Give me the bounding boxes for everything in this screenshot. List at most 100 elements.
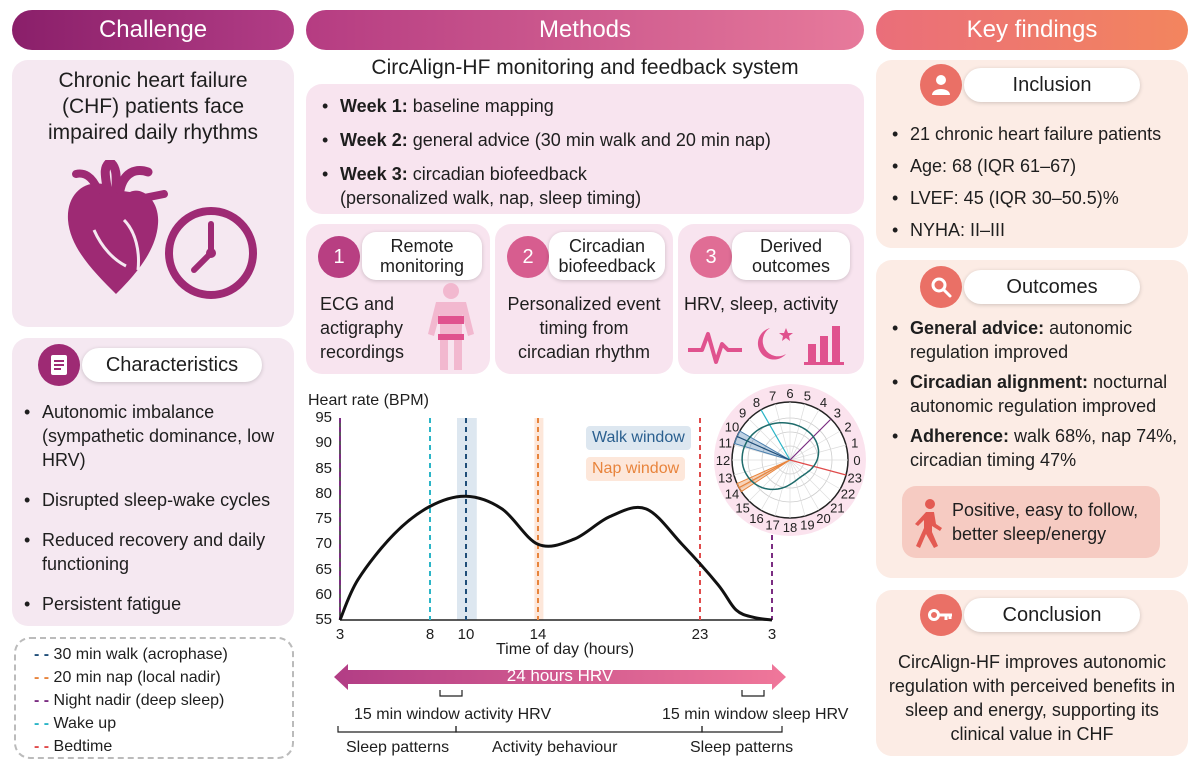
clock-hour-label: 21	[830, 500, 844, 515]
clock-spoke	[774, 403, 791, 461]
clock-hour-label: 23	[847, 470, 861, 485]
hrv-brackets	[337, 690, 783, 733]
heart-icon	[67, 160, 168, 294]
y-tick-label: 70	[315, 535, 332, 553]
legend-item: - - Night nadir (deep sleep)	[34, 689, 292, 712]
clock-event-ray	[760, 409, 791, 461]
list-item: LVEF: 45 (IQR 30–50.5)%	[892, 186, 1182, 210]
conclusion-title: Conclusion	[964, 598, 1140, 632]
outcome-item: Adherence: walk 68%, nap 74%, circadian …	[892, 424, 1184, 472]
clock-spoke	[789, 459, 832, 502]
step-title: Circadian biofeedback	[549, 232, 665, 280]
clock-spoke	[789, 409, 820, 461]
y-tick-label: 75	[315, 510, 332, 527]
legend-item: - - 20 min nap (local nadir)	[34, 666, 292, 689]
clock-event-ray	[789, 459, 847, 476]
week-label: Week 2:	[340, 130, 408, 150]
sleep-patterns-label-2: Sleep patterns	[690, 739, 794, 756]
y-tick-label: 55	[315, 611, 332, 628]
y-tick-label: 90	[315, 434, 332, 452]
x-axis-label: Time of day (hours)	[496, 641, 635, 658]
characteristics-title: Characteristics	[82, 348, 262, 382]
clock-hour-label: 16	[749, 511, 763, 526]
clock-spoke	[789, 459, 841, 490]
y-axis-label: Heart rate (BPM)	[308, 392, 429, 409]
clock-hour-label: 19	[800, 518, 814, 533]
outcome-label: Adherence:	[910, 426, 1010, 446]
challenge-panel: Chronic heart failure (CHF) patients fac…	[12, 60, 294, 327]
weeks-list: Week 1: baseline mapping Week 2: general…	[322, 94, 852, 210]
chart-legend: - - 30 min walk (acrophase) - - 20 min n…	[14, 637, 294, 759]
clock-hour-label: 15	[735, 500, 749, 515]
y-tick-label: 85	[315, 459, 332, 477]
bar-chart-icon	[804, 326, 844, 365]
clock-hour-label: 11	[719, 436, 733, 451]
conclusion-title-label: Conclusion	[1002, 603, 1102, 626]
heartbeat-icon	[688, 332, 742, 364]
clock-spoke	[760, 459, 791, 511]
outcomes-title-label: Outcomes	[1006, 275, 1098, 298]
inclusion-panel: Inclusion 21 chronic heart failure patie…	[876, 60, 1188, 248]
list-item: Age: 68 (IQR 61–67)	[892, 154, 1182, 178]
outcome-text: autonomic regulation improved	[910, 318, 1133, 362]
walking-icon	[915, 499, 942, 548]
inclusion-title-label: Inclusion	[1012, 73, 1092, 96]
step-title: Derived outcomes	[732, 232, 850, 280]
y-tick-label: 60	[315, 585, 332, 603]
step-card-3: 3 Derived outcomes HRV, sleep, activity	[678, 224, 864, 374]
y-tick-label: 65	[315, 560, 332, 578]
clock-hour-label: 5	[804, 388, 811, 403]
x-tick-label: 3	[335, 626, 345, 643]
step-desc: ECG and actigraphy recordings	[320, 294, 405, 362]
characteristics-list: Autonomic imbalance (sympathetic dominan…	[24, 400, 286, 616]
legend-dash: - -	[34, 738, 54, 755]
clock-spoke	[789, 430, 841, 461]
step-number: 2	[522, 245, 534, 268]
hrv-arrow-label: 24 hours HRV	[506, 666, 614, 685]
clock-hour-label: 22	[841, 487, 855, 502]
clock-spoke	[733, 459, 791, 476]
list-item: Autonomic imbalance (sympathetic dominan…	[24, 400, 286, 472]
magnifier-icon	[920, 266, 962, 308]
x-tick-label: 14	[529, 626, 547, 643]
legend-item: - - Wake up	[34, 712, 292, 735]
outcomes-title: Outcomes	[964, 270, 1140, 304]
star-icon	[779, 328, 793, 341]
outcomes-list: General advice: autonomic regulation imp…	[892, 316, 1184, 472]
nap-wedge	[736, 459, 791, 493]
outcome-text: nocturnal autonomic regulation improved	[910, 372, 1168, 416]
clock-spoke	[748, 459, 791, 502]
clock-hour-label: 0	[853, 453, 860, 468]
legend-label: Bedtime	[53, 738, 113, 755]
conclusion-panel: Conclusion CircAlign-HF improves autonom…	[876, 590, 1188, 756]
clock-event-ray	[738, 459, 791, 489]
activity-behaviour-label: Activity behaviour	[492, 739, 618, 756]
findings-header-label: Key findings	[966, 16, 1098, 43]
clock-hour-label: 7	[769, 388, 776, 403]
list-item: 21 chronic heart failure patients	[892, 122, 1182, 146]
clock-hour-label: 10	[725, 420, 739, 435]
legend-label: Wake up	[53, 715, 117, 732]
step-desc: HRV, sleep, activity	[684, 294, 839, 314]
outcome-label: General advice:	[910, 318, 1045, 338]
moon-icon	[757, 328, 786, 360]
challenge-header: Challenge	[12, 10, 294, 50]
x-tick-label: 23	[691, 626, 709, 643]
clock-spoke	[789, 403, 806, 461]
legend-dash: - -	[34, 669, 54, 686]
characteristics-panel: Characteristics Autonomic imbalance (sym…	[12, 338, 294, 626]
sleep-window-label: 15 min window sleep HRV	[662, 706, 849, 723]
system-title: CircAlign-HF monitoring and feedback sys…	[371, 56, 799, 79]
conclusion-text: CircAlign-HF improves autonomic regulati…	[888, 652, 1176, 744]
clock-hour-label: 9	[739, 406, 746, 421]
walk-window-label: Walk window	[586, 426, 691, 450]
week-item: Week 1: baseline mapping	[322, 94, 852, 118]
step-number-badge: 3	[690, 236, 732, 278]
legend-item: - - 30 min walk (acrophase)	[34, 643, 292, 666]
clock-hour-label: 20	[816, 511, 830, 526]
week-text: circadian biofeedback (personalized walk…	[340, 164, 642, 208]
clock-hr-loop	[741, 422, 820, 491]
week-text: baseline mapping	[412, 96, 554, 116]
outcome-text: walk 68%, nap 74%, circadian timing 47%	[910, 426, 1178, 470]
